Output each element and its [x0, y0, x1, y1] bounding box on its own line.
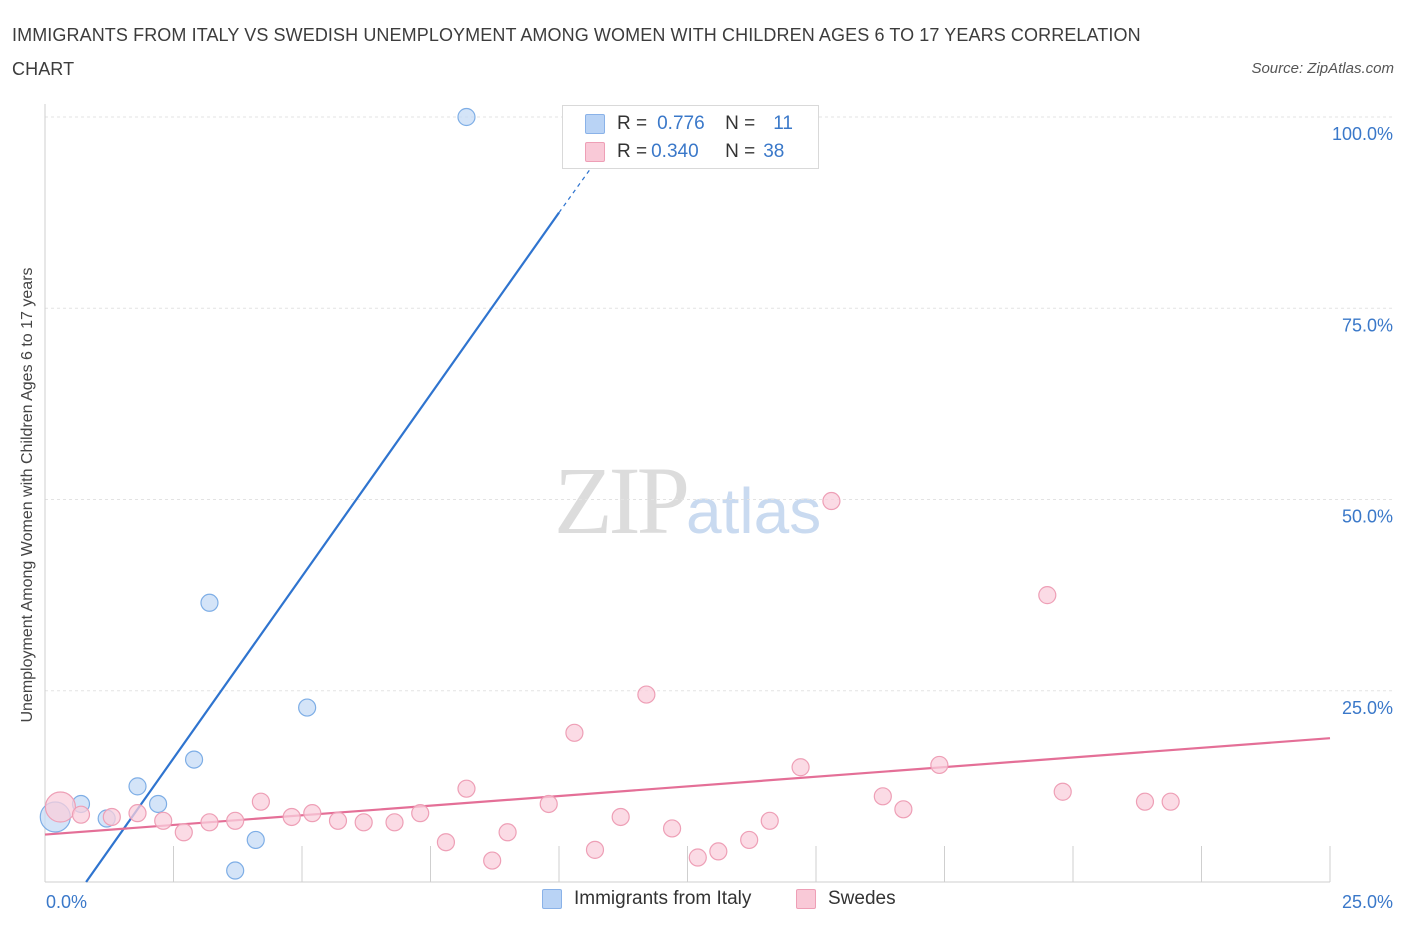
chart-title: IMMIGRANTS FROM ITALY VS SWEDISH UNEMPLO…	[12, 25, 1141, 79]
swedes-point	[662, 819, 682, 838]
zipatlas-watermark: ZIPatlas	[554, 445, 821, 556]
legend-n-value: 11	[773, 113, 793, 134]
swedes-point	[709, 842, 728, 861]
legend-n-label: N =	[725, 141, 756, 162]
swedes-point	[303, 804, 322, 823]
legend-n-label: N =	[725, 113, 756, 134]
swedes-point	[822, 491, 841, 511]
swedes-point	[760, 811, 779, 830]
legend-swatch-italy	[585, 114, 605, 134]
swedes-point	[436, 833, 456, 852]
italy-point	[184, 750, 204, 769]
swedes-point	[154, 811, 173, 830]
x-tick-label: 25.0%	[1342, 892, 1393, 912]
swedes-point	[282, 807, 301, 827]
swedes-point	[565, 723, 584, 742]
legend-r-value: 0.340	[651, 141, 699, 162]
swedes-point	[873, 787, 892, 806]
swedes-point	[585, 840, 605, 859]
swedes-point	[791, 758, 810, 777]
bottom-legend-label-swedes: Swedes	[828, 888, 896, 909]
swedes-point	[1038, 586, 1057, 605]
watermark-zip: ZIP	[554, 447, 690, 554]
swedes-point	[44, 791, 77, 823]
italy-point	[226, 861, 245, 880]
swedes-point	[539, 794, 558, 814]
legend-r-value: 0.776	[657, 113, 705, 134]
swedes-point	[128, 804, 147, 823]
swedes-point	[457, 779, 476, 798]
data-points	[39, 107, 1180, 880]
legend-row-swedes: R = 0.340 N = 38	[585, 140, 784, 164]
italy-point	[457, 107, 476, 127]
swedes-point	[226, 811, 245, 830]
y-tick-label: 75.0%	[1342, 315, 1393, 335]
swedes-point	[611, 807, 630, 827]
x-tick-label: 0.0%	[46, 892, 87, 912]
swedes-point	[483, 851, 502, 870]
legend-r-label: R =	[617, 141, 648, 162]
swedes-point	[251, 792, 270, 811]
swedes-point	[354, 813, 373, 832]
italy-point	[148, 794, 168, 814]
swedes-point	[688, 848, 707, 867]
bottom-legend-swedes: Swedes	[796, 888, 896, 910]
bottom-legend-italy: Immigrants from Italy	[542, 888, 751, 910]
legend-r-label: R =	[617, 113, 648, 134]
italy-point	[128, 777, 147, 796]
swedes-point	[894, 800, 913, 819]
correlation-legend: R = 0.776 N = 11 R = 0.340 N = 38	[562, 105, 819, 169]
bottom-legend-swatch-italy	[542, 889, 562, 909]
italy-point	[246, 830, 265, 850]
bottom-legend-swatch-swedes	[796, 889, 816, 909]
swedes-point	[1053, 782, 1072, 801]
italy-point	[200, 593, 219, 612]
swedes-point	[1161, 792, 1180, 811]
grid-lines	[45, 116, 1392, 692]
legend-n-value: 38	[763, 141, 785, 162]
swedes-point	[498, 823, 517, 842]
italy-point	[298, 698, 317, 717]
source-label: Source: ZipAtlas.com	[1251, 60, 1394, 77]
swedes-point	[102, 807, 121, 827]
swedes-point	[385, 813, 404, 832]
trend-lines	[44, 154, 1331, 883]
swedes-point	[1135, 792, 1155, 811]
swedes-point	[411, 804, 430, 823]
swedes-point	[328, 811, 348, 830]
tick-labels: 25.0% 50.0% 75.0% 100.0% 0.0% 25.0%	[46, 124, 1393, 912]
axes	[44, 104, 1331, 883]
y-tick-label: 25.0%	[1342, 698, 1393, 718]
swedes-point	[200, 813, 219, 832]
swedes-trend-line	[44, 737, 1331, 836]
swedes-point	[740, 830, 759, 850]
y-tick-label: 100.0%	[1332, 124, 1393, 144]
legend-swatch-swedes	[585, 142, 605, 162]
y-tick-label: 50.0%	[1342, 507, 1393, 527]
bottom-legend-label-italy: Immigrants from Italy	[574, 888, 752, 909]
swedes-point	[71, 805, 91, 824]
italy-trend-line	[85, 211, 560, 883]
swedes-point	[637, 685, 656, 704]
watermark-atlas: atlas	[686, 475, 822, 547]
legend-row-italy: R = 0.776 N = 11	[585, 112, 793, 136]
swedes-point	[174, 823, 193, 842]
swedes-point	[930, 755, 949, 775]
